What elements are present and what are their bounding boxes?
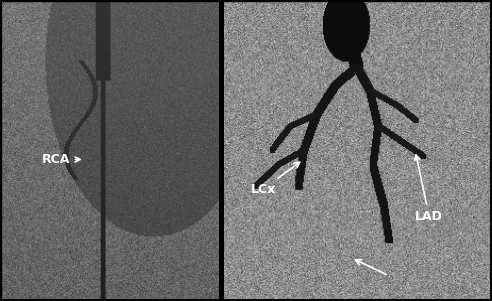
Text: RCA: RCA: [41, 153, 80, 166]
Text: LCx: LCx: [250, 162, 300, 196]
Text: LAD: LAD: [415, 155, 443, 222]
